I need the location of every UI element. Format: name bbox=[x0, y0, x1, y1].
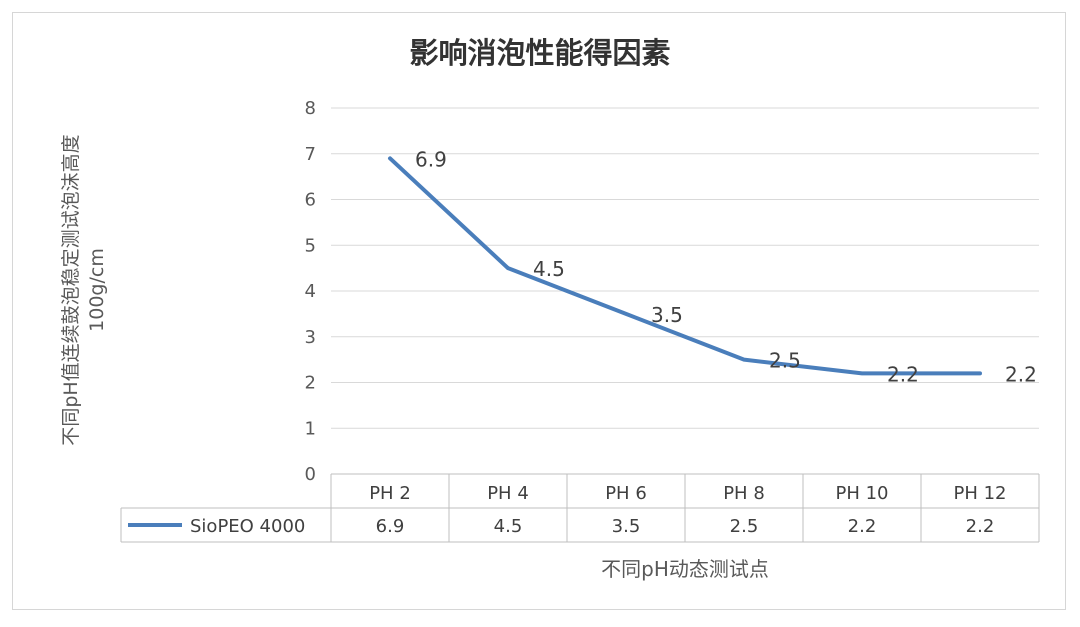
table-cell: 2.2 bbox=[966, 516, 995, 537]
data-label: 3.5 bbox=[651, 303, 683, 327]
y-tick-label: 6 bbox=[305, 190, 316, 211]
data-label: 2.2 bbox=[1005, 362, 1037, 386]
y-tick-label: 7 bbox=[305, 144, 316, 165]
category-label: PH 12 bbox=[953, 483, 1006, 504]
data-label: 4.5 bbox=[533, 257, 565, 281]
series-line-siopeo-4000 bbox=[388, 156, 982, 376]
category-label: PH 2 bbox=[369, 483, 411, 504]
y-tick-label: 1 bbox=[305, 418, 316, 439]
category-label: PH 4 bbox=[487, 483, 529, 504]
y-tick-label: 2 bbox=[305, 373, 316, 394]
category-label: PH 6 bbox=[605, 483, 647, 504]
chart-frame bbox=[12, 12, 1066, 610]
y-tick-label: 5 bbox=[305, 235, 316, 256]
table-cell: 2.2 bbox=[848, 516, 877, 537]
table-cell: 6.9 bbox=[376, 516, 405, 537]
y-tick-labels: 0 1 2 3 4 5 6 7 8 bbox=[305, 98, 316, 485]
data-label: 6.9 bbox=[415, 147, 447, 171]
chart-title: 影响消泡性能得因素 bbox=[409, 36, 671, 70]
y-tick-label: 3 bbox=[305, 327, 316, 348]
data-label: 2.5 bbox=[769, 349, 801, 373]
x-axis-label: 不同pH动态测试点 bbox=[601, 557, 769, 581]
category-label: PH 8 bbox=[723, 483, 765, 504]
table-cell: 3.5 bbox=[612, 516, 641, 537]
y-tick-label: 0 bbox=[305, 464, 316, 485]
y-tick-label: 8 bbox=[305, 98, 316, 119]
category-label: PH 10 bbox=[835, 483, 888, 504]
data-label: 2.2 bbox=[887, 362, 919, 386]
legend-label: SioPEO 4000 bbox=[190, 516, 305, 537]
data-table: PH 2 PH 4 PH 6 PH 8 PH 10 PH 12 SioPEO 4000 6.9… bbox=[120, 473, 1040, 543]
series-lines bbox=[388, 156, 982, 376]
y-tick-label: 4 bbox=[305, 281, 316, 302]
table-cell: 2.5 bbox=[730, 516, 759, 537]
table-cell: 4.5 bbox=[494, 516, 523, 537]
data-labels: 6.9 4.5 3.5 2.5 2.2 2.2 bbox=[415, 147, 1037, 386]
